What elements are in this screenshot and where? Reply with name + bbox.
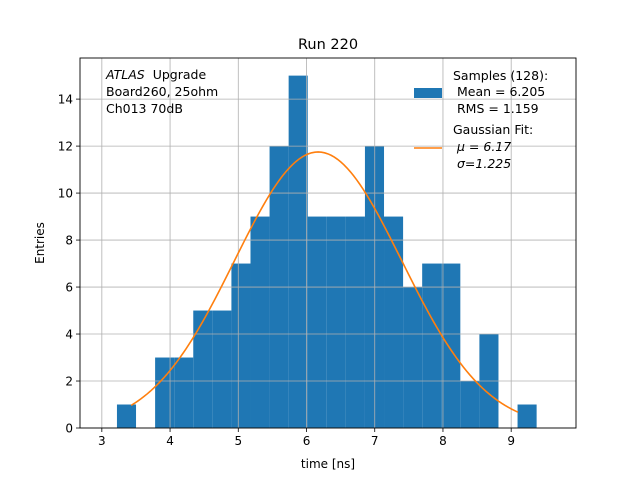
histogram-bar: [212, 310, 232, 428]
plot-frame: [79, 57, 577, 429]
annotation-line-2: Board260, 25ohm: [106, 84, 218, 99]
legend-histogram-line-1: Samples (128):: [453, 68, 548, 83]
x-tick-label: 7: [371, 434, 379, 448]
y-tick-label: 6: [65, 281, 73, 295]
histogram-bar: [307, 216, 327, 428]
legend-fit-line-1: Gaussian Fit:: [453, 122, 533, 137]
x-tick-label: 5: [234, 434, 242, 448]
annotation-line-3: Ch013 70dB: [106, 101, 183, 116]
y-tick-label: 2: [65, 375, 73, 389]
legend-histogram-line-2: Mean = 6.205: [457, 84, 545, 99]
y-axis-ticks: 0 2 4 6 8 10 12 14: [58, 93, 80, 436]
histogram-bar: [288, 75, 308, 428]
x-tick-label: 9: [507, 434, 515, 448]
x-tick-label: 6: [303, 434, 311, 448]
histogram-bars: [116, 75, 537, 428]
x-axis-label: time [ns]: [301, 457, 355, 471]
histogram-bar: [517, 404, 537, 428]
histogram-bar: [345, 216, 365, 428]
histogram-bar: [155, 357, 175, 428]
y-tick-label: 14: [58, 93, 73, 107]
histogram-bar: [193, 310, 213, 428]
legend-fit-line-2: μ = 6.17: [456, 139, 511, 154]
histogram-bar: [116, 404, 137, 428]
y-tick-label: 0: [65, 422, 73, 436]
legend: Samples (128): Mean = 6.205 RMS = 1.159 …: [414, 68, 548, 171]
annotation-line-1: Upgrade: [153, 67, 207, 82]
x-tick-label: 8: [439, 434, 447, 448]
gaussian-fit-curve: [130, 151, 519, 413]
histogram-bar: [384, 216, 404, 428]
histogram-bar: [403, 287, 423, 428]
x-tick-label: 3: [98, 434, 106, 448]
y-tick-label: 10: [58, 187, 73, 201]
y-tick-label: 4: [65, 328, 73, 342]
svg-text:ATLAS Upgrade: ATLAS Upgrade: [105, 67, 206, 82]
histogram-bar: [326, 216, 346, 428]
histogram-bar: [174, 357, 194, 428]
x-tick-label: 4: [166, 434, 174, 448]
annotation-text: ATLAS Upgrade Board260, 25ohm Ch013 70dB: [105, 67, 218, 116]
annotation-atlas-label: ATLAS: [105, 67, 145, 82]
y-tick-label: 12: [58, 140, 73, 154]
histogram-bar: [422, 263, 442, 428]
grid-lines: [80, 58, 576, 429]
legend-histogram-line-3: RMS = 1.159: [457, 101, 539, 116]
histogram-bar: [231, 263, 251, 428]
legend-histogram-swatch: [414, 88, 442, 98]
legend-fit-line-3: σ=1.225: [457, 156, 511, 171]
histogram-bar: [460, 381, 480, 428]
y-axis-label: Entries: [33, 222, 47, 264]
x-axis-ticks: 3 4 5 6 7 8 9: [98, 428, 515, 448]
histogram-bar: [250, 216, 270, 428]
histogram-bar: [441, 263, 461, 428]
y-tick-label: 8: [65, 234, 73, 248]
chart-title: Run 220: [298, 37, 358, 53]
